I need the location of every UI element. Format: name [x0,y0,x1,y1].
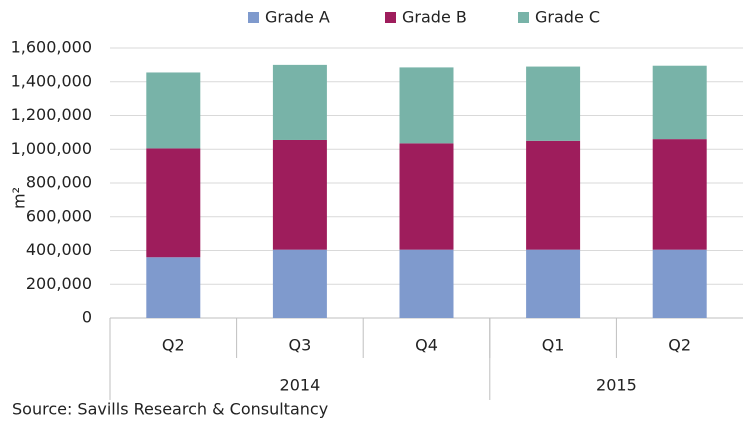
x-tick-label: Q3 [289,336,312,355]
legend-label: Grade B [402,8,467,27]
x-group-label: 2014 [280,376,321,395]
y-tick-label: 800,000 [26,173,92,192]
y-tick-label: 600,000 [26,206,92,225]
y-axis-label: m² [10,187,29,209]
bar-segment [526,66,581,141]
bar-segment [146,148,201,258]
bar-segment [399,249,454,318]
legend-label: Grade C [535,8,600,27]
x-tick-label: Q2 [668,336,691,355]
bar-segment [399,67,454,144]
bar-segment [399,143,454,250]
x-tick-label: Q1 [542,336,565,355]
y-tick-label: 0 [82,308,92,327]
bar-segment [652,65,707,140]
bar-segment [272,139,327,250]
bar-segment [272,249,327,318]
y-tick-label: 200,000 [26,274,92,293]
bar-segment [146,257,201,318]
x-group-label: 2015 [596,376,637,395]
bar-segment [272,64,327,140]
x-tick-label: Q4 [415,336,438,355]
y-tick-label: 1,200,000 [11,105,92,124]
y-tick-label: 1,600,000 [11,38,92,57]
bar-segment [652,249,707,318]
bar-segment [652,139,707,250]
bar-segment [526,249,581,318]
legend-swatch [385,12,396,23]
legend-label: Grade A [265,8,330,27]
bar-segment [146,72,201,149]
legend-swatch [248,12,259,23]
bar-segment [526,140,581,250]
source: Source: Savills Research & Consultancy [12,400,328,419]
x-tick-label: Q2 [162,336,185,355]
y-tick-label: 1,000,000 [11,139,92,158]
legend-swatch [518,12,529,23]
y-tick-label: 1,400,000 [11,71,92,90]
y-tick-label: 400,000 [26,240,92,259]
